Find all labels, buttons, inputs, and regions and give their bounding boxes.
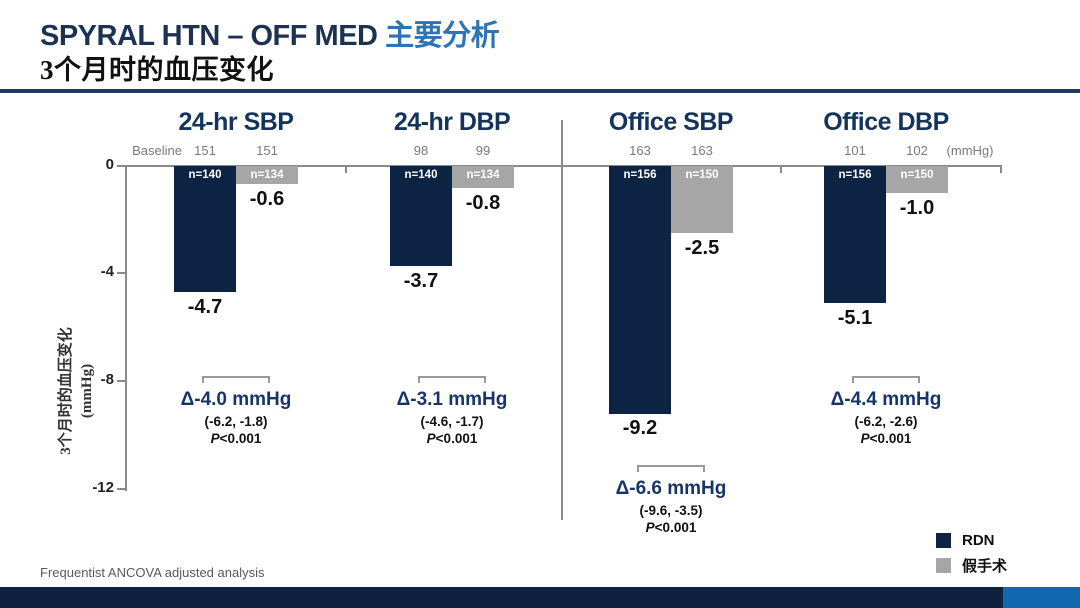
baseline-row-label: Baseline	[132, 143, 182, 158]
p-value: P<0.001	[210, 431, 262, 446]
baseline-value-rdn: 98	[413, 143, 429, 158]
comparison-bracket	[418, 376, 486, 383]
group-office-sbp: Office SBP 163 163 n=156 n=150 -9.2 -2.5…	[609, 0, 734, 608]
bar-value-rdn: -9.2	[622, 417, 658, 439]
legend-item-sham: 假手术	[936, 555, 1007, 576]
delta-value: Δ-4.4 mmHg	[830, 389, 942, 410]
y-axis-title: 3个月时的血压变化 (mmHg)	[56, 279, 100, 503]
group-24hr-dbp: 24-hr DBP 98 99 n=140 n=134 -3.7 -0.8 Δ-…	[390, 0, 514, 608]
bar-value-rdn: -4.7	[187, 296, 223, 318]
y-axis-title-line1: 3个月时的血压变化	[58, 327, 74, 455]
y-axis-title-line2: (mmHg)	[79, 363, 95, 419]
delta-value: Δ-4.0 mmHg	[180, 389, 292, 410]
group-24hr-sbp: 24-hr SBP 151 151 n=140 n=134 -4.7 -0.6 …	[174, 0, 298, 608]
baseline-value-sham: 102	[906, 143, 928, 158]
delta-annotation: Δ-6.6 mmHg (-9.6, -3.5) P<0.001	[591, 465, 751, 536]
footer-bar-navy	[0, 587, 1003, 608]
comparison-bracket	[852, 376, 920, 383]
p-value: P<0.001	[426, 431, 478, 446]
baseline-value-sham: 151	[256, 143, 278, 158]
confidence-interval: (-6.2, -1.8)	[204, 414, 268, 429]
footer-bar-blue	[1003, 587, 1080, 608]
delta-value: Δ-3.1 mmHg	[396, 389, 508, 410]
delta-annotation: Δ-4.0 mmHg (-6.2, -1.8) P<0.001	[156, 376, 316, 447]
legend-label: RDN	[962, 532, 995, 549]
group-title: Office DBP	[823, 108, 949, 136]
bar-sham: n=150	[671, 166, 733, 234]
legend-item-rdn: RDN	[936, 532, 1007, 549]
y-tick-neg8	[117, 380, 126, 382]
title-chinese: 主要分析	[385, 20, 500, 52]
y-tick-label: 0	[105, 156, 114, 173]
bar-rdn: n=156	[609, 166, 671, 414]
baseline-value-rdn: 101	[844, 143, 866, 158]
n-count-label: n=134	[250, 169, 284, 181]
bar-value-sham: -2.5	[684, 237, 720, 259]
x-baseline	[125, 165, 1002, 167]
bar-sham: n=134	[236, 166, 298, 184]
baseline-unit-label: (mmHg)	[946, 143, 994, 158]
bar-value-sham: -0.6	[249, 188, 285, 210]
bar-sham: n=134	[452, 166, 514, 188]
bar-rdn: n=156	[824, 166, 886, 304]
legend: RDN 假手术	[936, 532, 1007, 582]
y-tick-0	[117, 165, 126, 167]
delta-annotation: Δ-4.4 mmHg (-6.2, -2.6) P<0.001	[806, 376, 966, 447]
bar-sham: n=150	[886, 166, 948, 193]
bar-value-rdn: -3.7	[403, 270, 439, 292]
bar-value-sham: -1.0	[899, 197, 935, 219]
y-tick-label: -12	[92, 479, 114, 496]
bar-rdn: n=140	[390, 166, 452, 266]
p-symbol: P	[645, 520, 655, 535]
confidence-interval: (-9.6, -3.5)	[639, 503, 703, 518]
n-count-label: n=150	[900, 169, 934, 181]
group-title: Office SBP	[608, 108, 734, 136]
footnote: Frequentist ANCOVA adjusted analysis	[40, 565, 265, 580]
confidence-interval: (-6.2, -2.6)	[854, 414, 918, 429]
p-value: P<0.001	[860, 431, 912, 446]
delta-annotation: Δ-3.1 mmHg (-4.6, -1.7) P<0.001	[372, 376, 532, 447]
header-divider	[0, 89, 1080, 93]
p-symbol: P	[860, 431, 870, 446]
baseline-value-rdn: 151	[194, 143, 216, 158]
n-count-label: n=140	[404, 169, 438, 181]
bar-value-sham: -0.8	[465, 192, 501, 214]
n-count-label: n=140	[188, 169, 222, 181]
title-english: SPYRAL HTN – OFF MED	[40, 20, 378, 52]
legend-label: 假手术	[962, 558, 1008, 575]
page-title: SPYRAL HTN – OFF MED 主要分析	[40, 12, 500, 54]
n-count-label: n=156	[838, 169, 872, 181]
comparison-bracket	[202, 376, 270, 383]
y-tick-label: -8	[100, 371, 114, 388]
bar-value-rdn: -5.1	[837, 307, 873, 329]
n-count-label: n=134	[466, 169, 500, 181]
group-title: 24-hr SBP	[178, 108, 294, 136]
p-value: P<0.001	[645, 520, 697, 535]
confidence-interval: (-4.6, -1.7)	[420, 414, 484, 429]
baseline-value-sham: 163	[691, 143, 713, 158]
n-count-label: n=150	[685, 169, 719, 181]
comparison-bracket	[637, 465, 705, 472]
x-tick-end	[1000, 166, 1002, 173]
sham-swatch-icon	[936, 558, 951, 573]
x-tick-2	[780, 166, 782, 173]
baseline-value-sham: 99	[475, 143, 491, 158]
section-divider-line	[561, 120, 563, 520]
x-tick-1	[345, 166, 347, 173]
y-tick-neg4	[117, 272, 126, 274]
y-axis-line	[125, 165, 127, 491]
n-count-label: n=156	[623, 169, 657, 181]
group-office-dbp: Office DBP 101 102 n=156 n=150 -5.1 -1.0…	[823, 0, 949, 608]
rdn-swatch-icon	[936, 533, 951, 548]
y-tick-label: -4	[100, 263, 114, 280]
p-symbol: P	[426, 431, 436, 446]
group-title: 24-hr DBP	[393, 108, 511, 136]
baseline-value-rdn: 163	[629, 143, 651, 158]
bar-rdn: n=140	[174, 166, 236, 293]
page-subtitle: 3个月时的血压变化	[40, 55, 274, 85]
y-tick-neg12	[117, 488, 126, 490]
delta-value: Δ-6.6 mmHg	[615, 478, 727, 499]
p-symbol: P	[210, 431, 220, 446]
